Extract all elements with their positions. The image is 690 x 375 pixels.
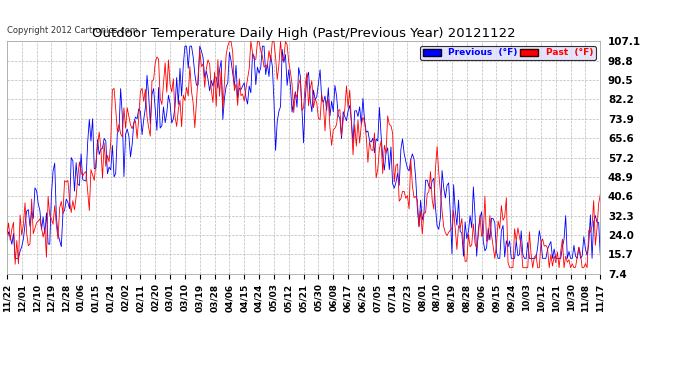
Text: Copyright 2012 Cartronics.com: Copyright 2012 Cartronics.com xyxy=(7,26,138,36)
Legend: Previous  (°F), Past  (°F): Previous (°F), Past (°F) xyxy=(420,46,595,60)
Title: Outdoor Temperature Daily High (Past/Previous Year) 20121122: Outdoor Temperature Daily High (Past/Pre… xyxy=(92,27,515,40)
